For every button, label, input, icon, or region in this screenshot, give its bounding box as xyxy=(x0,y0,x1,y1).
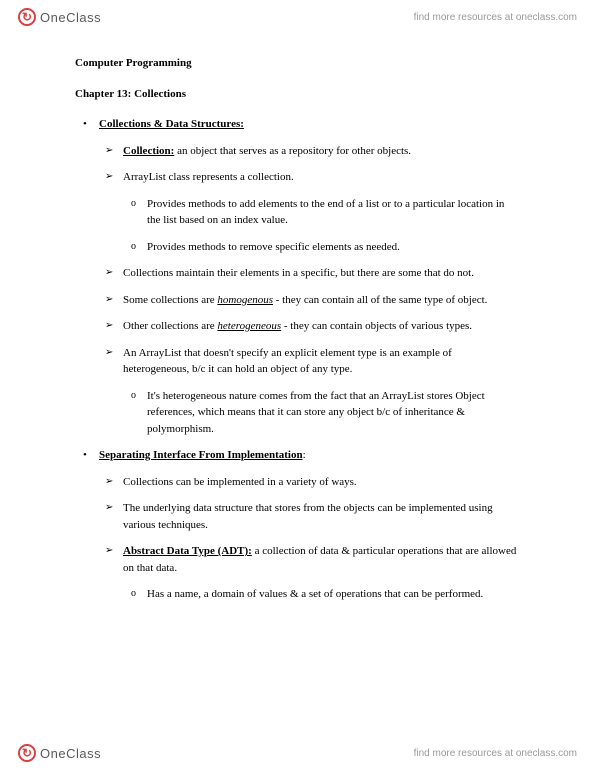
section-2: Separating Interface From Implementation… xyxy=(75,447,520,603)
s1-item1-text: an object that serves as a repository fo… xyxy=(174,145,411,157)
s1-item5-pre: Other collections are xyxy=(123,320,217,332)
s1-item6: An ArrayList that doesn't specify an exp… xyxy=(99,345,520,438)
document-content: Computer Programming Chapter 13: Collect… xyxy=(0,0,595,668)
s1-item4-post: - they can contain all of the same type … xyxy=(273,294,487,306)
s1-item1: Collection: an object that serves as a r… xyxy=(99,143,520,160)
section-1-items: Collection: an object that serves as a r… xyxy=(99,143,520,438)
s1-item4: Some collections are homogenous - they c… xyxy=(99,292,520,309)
brand-icon-footer: ↻ xyxy=(18,744,36,762)
brand-logo: ↻ OneClass xyxy=(18,8,101,26)
section-1-heading: Collections & Data Structures: xyxy=(99,118,244,130)
brand-logo-footer: ↻ OneClass xyxy=(18,744,101,762)
term-collection: Collection: xyxy=(123,145,174,157)
chapter-title: Chapter 13: Collections xyxy=(75,86,520,103)
s2-item3: Abstract Data Type (ADT): a collection o… xyxy=(99,543,520,603)
section-1: Collections & Data Structures: Collectio… xyxy=(75,116,520,437)
s1-item2: ArrayList class represents a collection.… xyxy=(99,169,520,255)
page-header: ↻ OneClass find more resources at onecla… xyxy=(0,0,595,34)
s2-item1: Collections can be implemented in a vari… xyxy=(99,474,520,491)
section-2-heading: Separating Interface From Implementation xyxy=(99,449,303,461)
s1-item3: Collections maintain their elements in a… xyxy=(99,265,520,282)
term-homogenous: homogenous xyxy=(217,294,273,306)
s1-item2-sub2: Provides methods to remove specific elem… xyxy=(123,239,520,256)
section-2-items: Collections can be implemented in a vari… xyxy=(99,474,520,603)
s1-item2-sub1: Provides methods to add elements to the … xyxy=(123,196,520,229)
s1-item6-sublist: It's heterogeneous nature comes from the… xyxy=(123,388,520,438)
section-2-colon: : xyxy=(303,449,306,461)
header-tagline: find more resources at oneclass.com xyxy=(414,12,577,23)
s1-item5-post: - they can contain objects of various ty… xyxy=(281,320,472,332)
course-title: Computer Programming xyxy=(75,55,520,72)
s1-item2-text: ArrayList class represents a collection. xyxy=(123,171,294,183)
s1-item4-pre: Some collections are xyxy=(123,294,217,306)
brand-name: OneClass xyxy=(40,10,101,25)
s1-item6-sub1: It's heterogeneous nature comes from the… xyxy=(123,388,520,438)
brand-name-footer: OneClass xyxy=(40,746,101,761)
s2-item2: The underlying data structure that store… xyxy=(99,500,520,533)
footer-tagline: find more resources at oneclass.com xyxy=(414,748,577,759)
s1-item2-sublist: Provides methods to add elements to the … xyxy=(123,196,520,256)
term-adt: Abstract Data Type (ADT): xyxy=(123,545,252,557)
s1-item5: Other collections are heterogeneous - th… xyxy=(99,318,520,335)
s2-item3-sublist: Has a name, a domain of values & a set o… xyxy=(123,586,520,603)
page-footer: ↻ OneClass find more resources at onecla… xyxy=(0,736,595,770)
s1-item6-text: An ArrayList that doesn't specify an exp… xyxy=(123,347,452,376)
s2-item3-sub1: Has a name, a domain of values & a set o… xyxy=(123,586,520,603)
brand-icon: ↻ xyxy=(18,8,36,26)
term-heterogeneous: heterogeneous xyxy=(217,320,281,332)
top-list: Collections & Data Structures: Collectio… xyxy=(75,116,520,603)
